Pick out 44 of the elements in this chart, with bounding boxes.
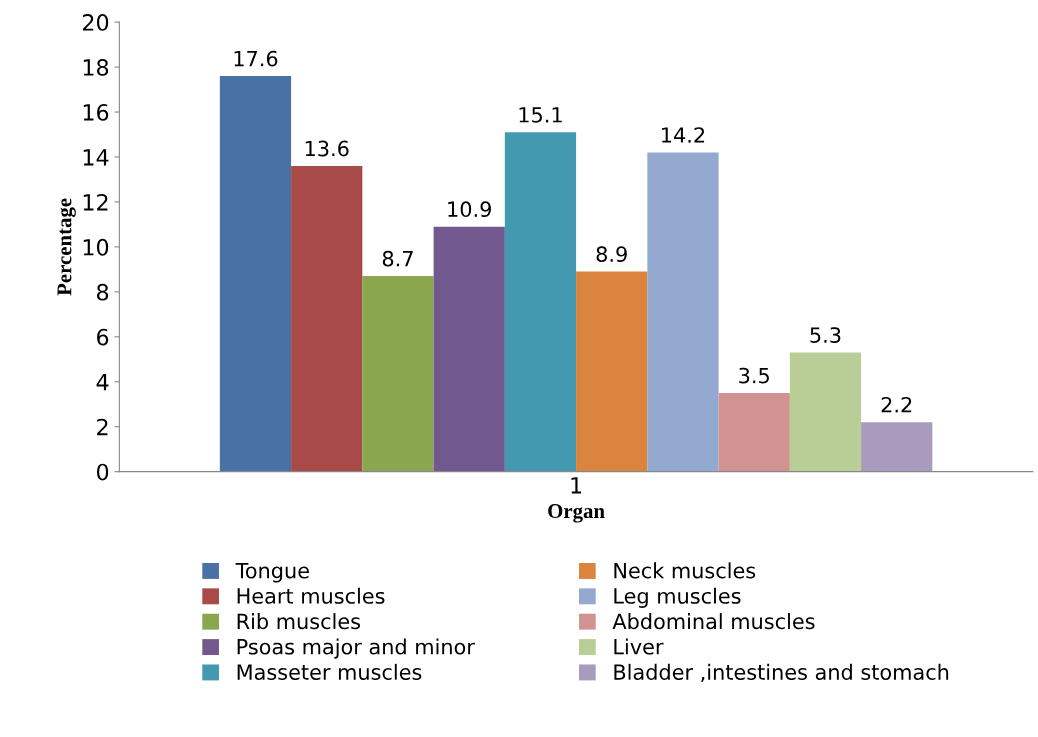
legend-label: Rib muscles — [237, 613, 360, 630]
bar — [219, 76, 292, 472]
bar — [504, 132, 577, 472]
x-tick-label: 1 — [571, 477, 582, 494]
data-label: 15.1 — [519, 107, 562, 123]
y-tick-label: 16 — [83, 103, 109, 121]
bar — [362, 276, 434, 472]
legend-label: Psoas major and minor — [237, 638, 475, 659]
data-label: 10.9 — [448, 201, 491, 218]
legend-label: Tongue — [235, 563, 309, 583]
bar — [291, 165, 363, 472]
bar — [647, 152, 719, 472]
bar — [718, 393, 790, 472]
data-label: 5.3 — [810, 327, 841, 343]
y-tick-label: 6 — [97, 328, 109, 346]
data-label: 8.9 — [596, 246, 627, 263]
legend-label: Neck muscles — [614, 562, 756, 579]
y-tick-label: 10 — [83, 238, 109, 256]
legend-label: Bladder ,intestines and stomach — [614, 663, 949, 683]
y-axis-title: Percentage — [57, 198, 76, 296]
legend-label: Masseter muscles — [237, 663, 422, 680]
y-tick-label: 12 — [83, 193, 108, 211]
bar — [861, 422, 933, 472]
data-label: 13.6 — [305, 140, 349, 157]
data-label: 2.2 — [881, 396, 912, 413]
bar — [789, 352, 862, 472]
data-label: 17.6 — [234, 50, 278, 67]
legend-label: Leg muscles — [614, 587, 741, 608]
y-tick-label: 4 — [96, 374, 109, 391]
y-tick-label: 14 — [83, 149, 109, 166]
legend-label: Abdominal muscles — [612, 613, 815, 630]
y-tick-label: 2 — [97, 418, 108, 436]
y-tick-label: 20 — [83, 14, 109, 31]
data-label: 14.2 — [662, 127, 705, 143]
x-axis-title: Organ — [548, 504, 605, 523]
legend-label: Liver — [614, 638, 664, 655]
bar — [433, 226, 505, 472]
data-label: 3.5 — [739, 367, 769, 384]
y-tick-label: 18 — [83, 59, 109, 76]
y-tick-label: 8 — [97, 283, 109, 301]
legend-label: Heart muscles — [237, 587, 385, 604]
bar — [576, 271, 648, 472]
y-tick-label: 0 — [96, 463, 109, 481]
data-label: 8.7 — [382, 250, 413, 267]
